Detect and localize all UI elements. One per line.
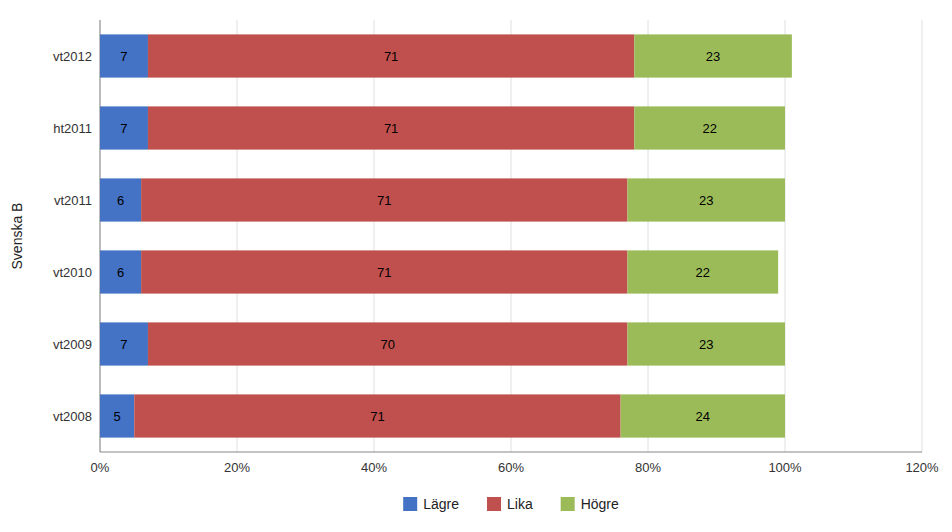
data-label: 6	[117, 193, 124, 208]
grid	[100, 20, 922, 452]
y-tick-label: ht2011	[53, 121, 92, 136]
bar-segment	[627, 250, 778, 293]
data-label: 70	[380, 337, 394, 352]
data-label: 23	[699, 337, 713, 352]
data-label: 23	[699, 193, 713, 208]
y-tick-label: vt2012	[53, 49, 92, 64]
bar-segment	[134, 394, 620, 437]
legend-item: Lägre	[403, 496, 459, 512]
legend-label: Lägre	[423, 496, 459, 512]
bar-segment	[100, 106, 148, 149]
data-label: 23	[706, 49, 720, 64]
data-label: 71	[377, 193, 391, 208]
bar-segment	[148, 106, 634, 149]
data-label: 22	[702, 121, 716, 136]
data-label: 71	[370, 409, 384, 424]
data-label: 6	[117, 265, 124, 280]
y-tick-label: vt2008	[53, 409, 92, 424]
x-tick-label: 0%	[91, 460, 110, 475]
grid-line	[648, 20, 649, 452]
bar-segment	[627, 322, 785, 365]
data-label: 7	[120, 49, 127, 64]
bar-segment	[627, 178, 785, 221]
grid-line	[922, 20, 923, 452]
data-label: 71	[377, 265, 391, 280]
grid-line	[237, 20, 238, 452]
legend-item: Lika	[487, 496, 533, 512]
data-label: 7	[120, 121, 127, 136]
y-tick-label: vt2011	[54, 193, 92, 208]
bar-segment	[621, 394, 785, 437]
grid-line	[100, 20, 101, 452]
bar-segment	[100, 394, 134, 437]
bar-segment	[148, 34, 634, 77]
grid-line	[374, 20, 375, 452]
bars	[100, 34, 792, 437]
legend-label: Högre	[581, 496, 619, 512]
x-tick-label: 80%	[635, 460, 661, 475]
data-label: 71	[384, 121, 398, 136]
legend-item: Högre	[561, 496, 619, 512]
y-axis-line	[100, 20, 101, 452]
data-label: 24	[696, 409, 710, 424]
legend-swatch	[561, 497, 575, 511]
x-tick-label: 20%	[224, 460, 250, 475]
legend: Lägre Lika Högre	[403, 496, 619, 512]
y-tick-label: vt2009	[53, 337, 92, 352]
y-axis-label: Svenska B	[9, 203, 25, 270]
bar-segment	[100, 250, 141, 293]
data-label: 71	[384, 49, 398, 64]
grid-line	[511, 20, 512, 452]
y-tick-label: vt2010	[53, 265, 92, 280]
x-axis-line	[100, 452, 922, 453]
bar-segment	[634, 34, 792, 77]
bar-segment	[100, 34, 148, 77]
bar-segment	[148, 322, 628, 365]
legend-label: Lika	[507, 496, 533, 512]
bar-segment	[100, 178, 141, 221]
chart: 0% 20% 40% 60% 80% 100% 120% vt2008 vt2009 vt2010…	[0, 0, 952, 532]
legend-swatch	[403, 497, 417, 511]
grid-line	[785, 20, 786, 452]
x-tick-label: 40%	[361, 460, 387, 475]
bar-segment	[141, 178, 627, 221]
x-tick-label: 100%	[768, 460, 802, 475]
data-label: 22	[696, 265, 710, 280]
legend-swatch	[487, 497, 501, 511]
x-tick-label: 60%	[498, 460, 524, 475]
bar-segment	[634, 106, 785, 149]
x-tick-label: 120%	[905, 460, 939, 475]
data-label: 5	[114, 409, 121, 424]
bar-segment	[100, 322, 148, 365]
bar-segment	[141, 250, 627, 293]
data-label: 7	[120, 337, 127, 352]
data-labels: 5 7 6 6 7 7 71 70 71 71 71 71 24 23 22 23 22 23	[114, 49, 721, 424]
